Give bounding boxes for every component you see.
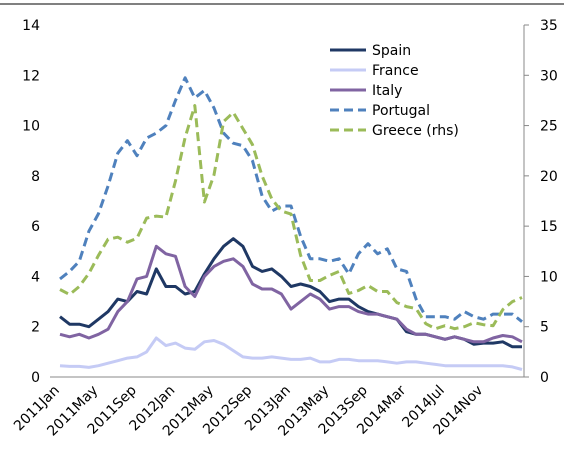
y2-tick-label: 5: [540, 320, 549, 336]
series-line: [59, 76, 523, 323]
y2-tick-label: 15: [540, 219, 558, 235]
series-line: [59, 237, 522, 349]
series-line: [59, 104, 523, 331]
series-line: [59, 244, 523, 344]
legend-label: Italy: [372, 83, 402, 99]
legend-label: Spain: [372, 43, 411, 59]
legend-label: France: [372, 63, 419, 79]
y2-tick-label: 20: [540, 169, 558, 185]
y-tick-label: 12: [22, 68, 40, 84]
y-tick-label: 2: [31, 320, 40, 336]
y-tick-label: 4: [31, 269, 40, 285]
y-tick-label: 0: [31, 370, 40, 386]
y-tick-label: 14: [22, 18, 40, 34]
y2-tick-label: 30: [540, 68, 558, 84]
y2-tick-label: 35: [540, 18, 558, 34]
y-tick-label: 10: [22, 119, 40, 135]
legend-label: Portugal: [372, 103, 430, 119]
y2-tick-label: 0: [540, 370, 549, 386]
y2-tick-label: 25: [540, 119, 558, 135]
y-tick-label: 6: [31, 219, 40, 235]
legend-label: Greece (rhs): [372, 123, 459, 139]
y2-tick-label: 10: [540, 269, 558, 285]
y-tick-label: 8: [31, 169, 40, 185]
series-line: [59, 336, 523, 371]
